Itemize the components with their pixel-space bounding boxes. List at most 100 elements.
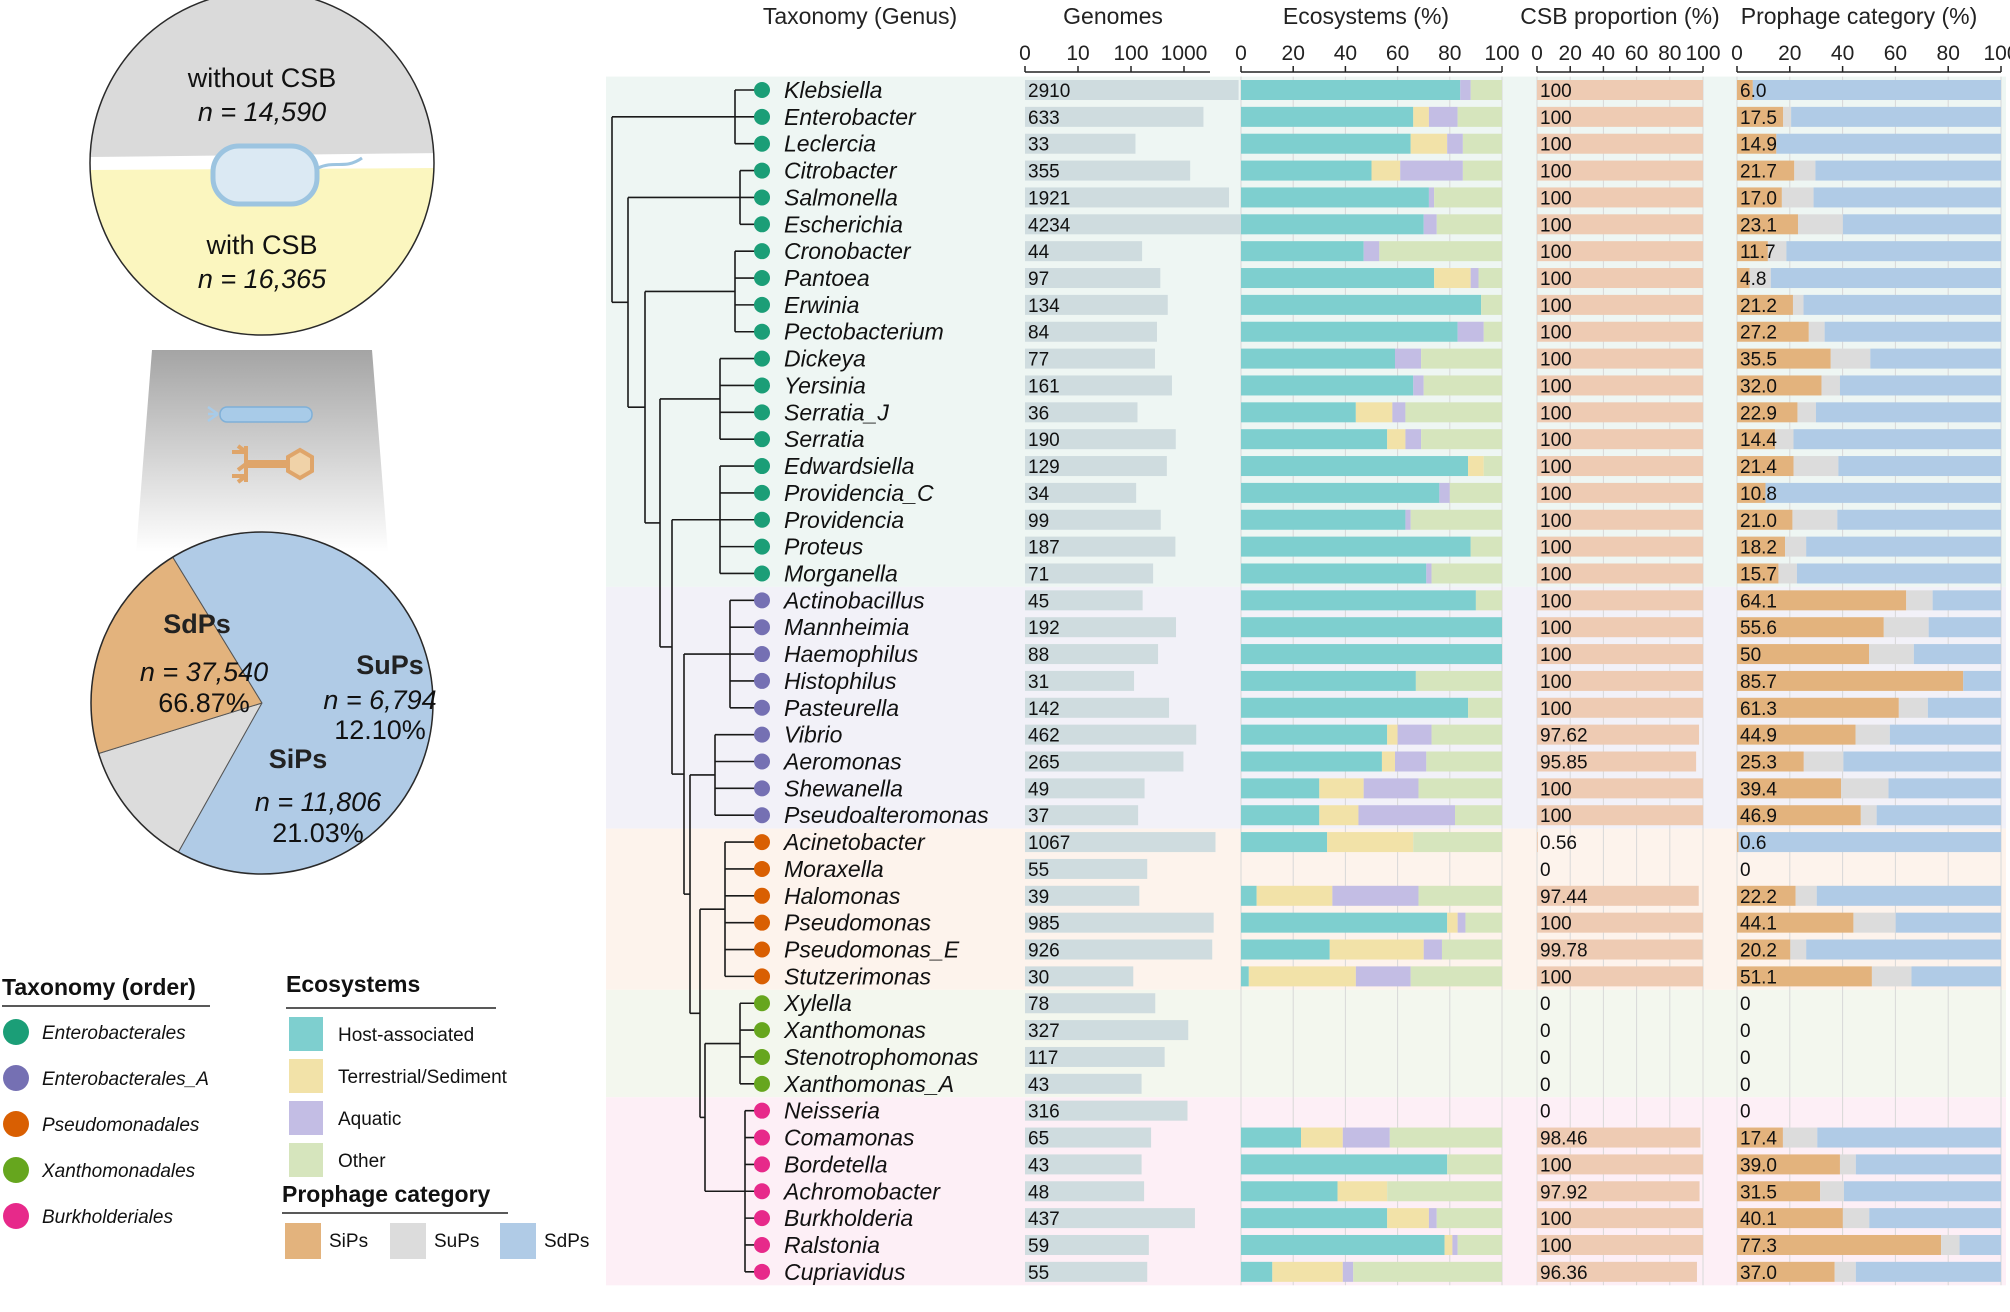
- genus-label: Pseudomonas_E: [784, 937, 960, 963]
- legend-ecosystems-title: Ecosystems: [286, 971, 420, 997]
- genus-label: Cronobacter: [784, 238, 912, 264]
- csb-value: 100: [1540, 484, 1572, 505]
- ecosystem-segment: [1241, 724, 1388, 745]
- csb-value: 100: [1540, 511, 1572, 532]
- legend-order-swatch: [3, 1157, 29, 1183]
- csb-value: 100: [1540, 806, 1572, 827]
- ecosystem-segment: [1363, 241, 1380, 262]
- prophage-segment: [1737, 885, 1796, 906]
- genomes-bar: [1025, 1154, 1142, 1175]
- table-row: Proteus 187 100 18.2: [754, 534, 2001, 560]
- ecosystem-segment: [1481, 294, 1502, 315]
- genus-label: Haemophilus: [784, 641, 919, 667]
- genomes-value: 134: [1028, 296, 1060, 317]
- csb-value: 95.85: [1540, 753, 1588, 774]
- csb-bar: [1537, 939, 1703, 960]
- ecosystem-segment: [1434, 268, 1471, 289]
- ecosystem-segment: [1468, 456, 1484, 477]
- prophage-segment: [1737, 805, 1861, 826]
- table-row: Dickeya 77 100 35.5: [754, 346, 2001, 372]
- prophage-segment: [1737, 590, 1907, 611]
- ecosystem-segment: [1387, 429, 1406, 450]
- ecosystem-segment: [1241, 214, 1424, 235]
- csb-bar: [1537, 133, 1703, 154]
- tip-dot: [754, 968, 770, 985]
- prophage-value: 50: [1740, 645, 1761, 666]
- ecosystem-segment: [1457, 1234, 1502, 1255]
- prophage-value: 15.7: [1740, 564, 1777, 585]
- tip-dot: [754, 1263, 770, 1280]
- csb-value: 0: [1540, 1075, 1551, 1096]
- prophage-value: 46.9: [1740, 806, 1777, 827]
- ecosystems-tick-label: 40: [1334, 42, 1357, 65]
- ecosystem-segment: [1460, 80, 1471, 100]
- table-row: Escherichia 4234 100 23.1: [754, 211, 2001, 237]
- genomes-bar: [1025, 268, 1161, 289]
- ecosystem-segment: [1337, 1181, 1388, 1202]
- genomes-tick-label: 100: [1113, 42, 1148, 65]
- tip-dot: [754, 404, 770, 421]
- csb-value: 100: [1540, 538, 1572, 559]
- tip-dot: [754, 189, 770, 206]
- table-row: Halomonas 39 97.44 22.2: [754, 883, 2001, 909]
- legend-eco-label: Other: [338, 1151, 386, 1172]
- csb-value: 100: [1540, 135, 1572, 156]
- prophage-segment: [1806, 939, 2001, 960]
- table-row: Pectobacterium 84 100 27.2: [754, 319, 2001, 345]
- prophage-value: 14.4: [1740, 430, 1777, 451]
- genus-label: Actinobacillus: [782, 587, 925, 613]
- csb-value: 100: [1540, 967, 1572, 988]
- prophage-segment: [1737, 241, 1768, 262]
- genomes-value: 187: [1028, 538, 1060, 559]
- genomes-value: 129: [1028, 457, 1060, 478]
- ecosystem-segment: [1387, 1208, 1429, 1229]
- prophage-value: 17.4: [1740, 1129, 1777, 1150]
- csb-value: 100: [1540, 564, 1572, 585]
- genomes-bar: [1025, 966, 1134, 987]
- csb-bar: [1537, 214, 1703, 235]
- prophage-segment: [1737, 724, 1856, 745]
- csb-value: 100: [1540, 162, 1572, 183]
- prophage-segment: [1889, 724, 2001, 745]
- ecosystem-segment: [1256, 885, 1333, 906]
- prophage-segment: [1737, 617, 1884, 638]
- genomes-bar: [1025, 617, 1177, 638]
- genomes-bar: [1025, 832, 1216, 853]
- table-row: Pasteurella 142 100 61.3: [754, 695, 2001, 721]
- table-row: Pantoea 97 100 4.8: [754, 265, 2001, 291]
- csb-tick-label: 60: [1625, 42, 1648, 65]
- genomes-tick-label: 10: [1066, 42, 1089, 65]
- pie-label-sdps: SdPs: [163, 609, 231, 639]
- ecosystem-segment: [1387, 724, 1398, 745]
- genomes-value: 71: [1028, 564, 1049, 585]
- genomes-value: 265: [1028, 753, 1060, 774]
- csb-value: 100: [1540, 269, 1572, 290]
- ecosystem-segment: [1400, 160, 1463, 181]
- prophage-segment: [1776, 133, 2001, 154]
- table-rows: Klebsiella 2910 100 6.0 Enterobacter 633 100 17…: [754, 77, 2001, 1285]
- ecosystem-segment: [1241, 1208, 1388, 1229]
- prophage-segment: [1737, 939, 1791, 960]
- ecosystem-segment: [1355, 402, 1393, 423]
- ecosystem-segment: [1421, 429, 1502, 450]
- ecosystem-segment: [1358, 805, 1456, 826]
- csb-value: 98.46: [1540, 1129, 1588, 1150]
- genomes-bar: [1025, 241, 1143, 262]
- prophage-segment: [1911, 966, 2001, 987]
- legend-eco-label: Aquatic: [338, 1109, 401, 1130]
- ecosystem-segment: [1241, 429, 1388, 450]
- prophage-value: 51.1: [1740, 967, 1777, 988]
- prophage-segment: [1737, 751, 1804, 772]
- prophage-segment: [1749, 268, 1771, 289]
- genomes-bar: [1025, 80, 1239, 100]
- group-background: [606, 828, 2006, 990]
- legend-order-label: Xanthomonadales: [41, 1161, 196, 1182]
- genomes-value: 43: [1028, 1075, 1049, 1096]
- prophage-segment: [1737, 1127, 1783, 1148]
- genus-label: Shewanella: [784, 775, 903, 801]
- prophage-segment: [1737, 670, 1964, 691]
- legend-eco-swatch: [289, 1143, 323, 1177]
- tip-dot: [754, 726, 770, 743]
- csb-bar: [1537, 563, 1703, 584]
- table-row: Neisseria 316 0 0: [754, 1098, 1751, 1124]
